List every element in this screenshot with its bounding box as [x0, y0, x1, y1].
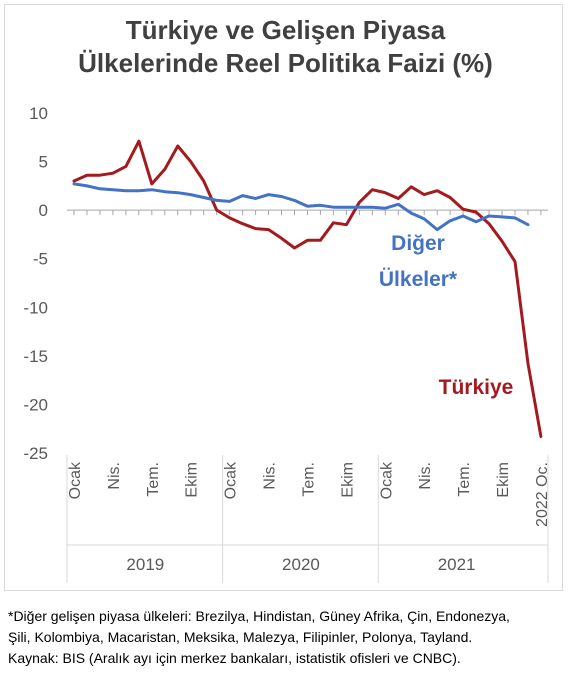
y-tick-label: -10: [23, 298, 48, 317]
year-label: 2020: [282, 555, 320, 574]
y-tick-label: -5: [33, 250, 48, 269]
other-countries-label-line2: Ülkeler*: [379, 268, 458, 291]
x-tick-label: 2022 Oc.: [534, 462, 551, 527]
turkiye-label: Türkiye: [439, 376, 514, 399]
x-tick-label: Ocak: [378, 461, 395, 499]
x-tick-label: Tem.: [300, 462, 317, 497]
year-label: 2021: [438, 555, 476, 574]
y-tick-label: 10: [29, 104, 48, 123]
chart-frame: [4, 4, 563, 591]
y-tick-label: 5: [39, 153, 48, 172]
chart-title-line2: Ülkelerinde Reel Politika Faizi (%): [78, 48, 493, 78]
x-tick-label: Ekim: [184, 462, 201, 498]
chart-title: Türkiye ve Gelişen Piyasa Ülkelerinde Re…: [0, 14, 571, 80]
y-tick-label: -25: [23, 444, 48, 463]
y-tick-label: 0: [39, 201, 48, 220]
year-label: 2019: [126, 555, 164, 574]
footnote: *Diğer gelişen piyasa ülkeleri: Brezilya…: [8, 606, 566, 669]
y-tick-label: -15: [23, 347, 48, 366]
x-tick-label: Nis.: [262, 462, 279, 490]
turkiye-series-line: [72, 139, 543, 438]
x-tick-label: Nis.: [106, 462, 123, 490]
x-tick-label: Nis.: [417, 462, 434, 490]
y-tick-label: -20: [23, 395, 48, 414]
x-tick-label: Ocak: [223, 461, 240, 499]
other-countries-series-line: [72, 182, 530, 232]
x-tick-label: Tem.: [145, 462, 162, 497]
line-chart: 10 5 0 -5 -10 -15 -20 -25 2019 2020 2021 Ocak Nis. Te…: [23, 104, 551, 583]
x-tick-label: Ekim: [339, 462, 356, 498]
footnote-line2: Şili, Kolombiya, Macaristan, Meksika, Ma…: [8, 629, 473, 645]
other-countries-label-line1: Diğer: [391, 232, 445, 255]
x-tick-label: Ocak: [67, 461, 84, 499]
x-tick-label: Ekim: [495, 462, 512, 498]
chart-title-line1: Türkiye ve Gelişen Piyasa: [125, 15, 446, 45]
footnote-line1: *Diğer gelişen piyasa ülkeleri: Brezilya…: [8, 608, 510, 624]
x-tick-label: Tem.: [456, 462, 473, 497]
footnote-source: Kaynak: BIS (Aralık ayı için merkez bank…: [8, 650, 461, 666]
